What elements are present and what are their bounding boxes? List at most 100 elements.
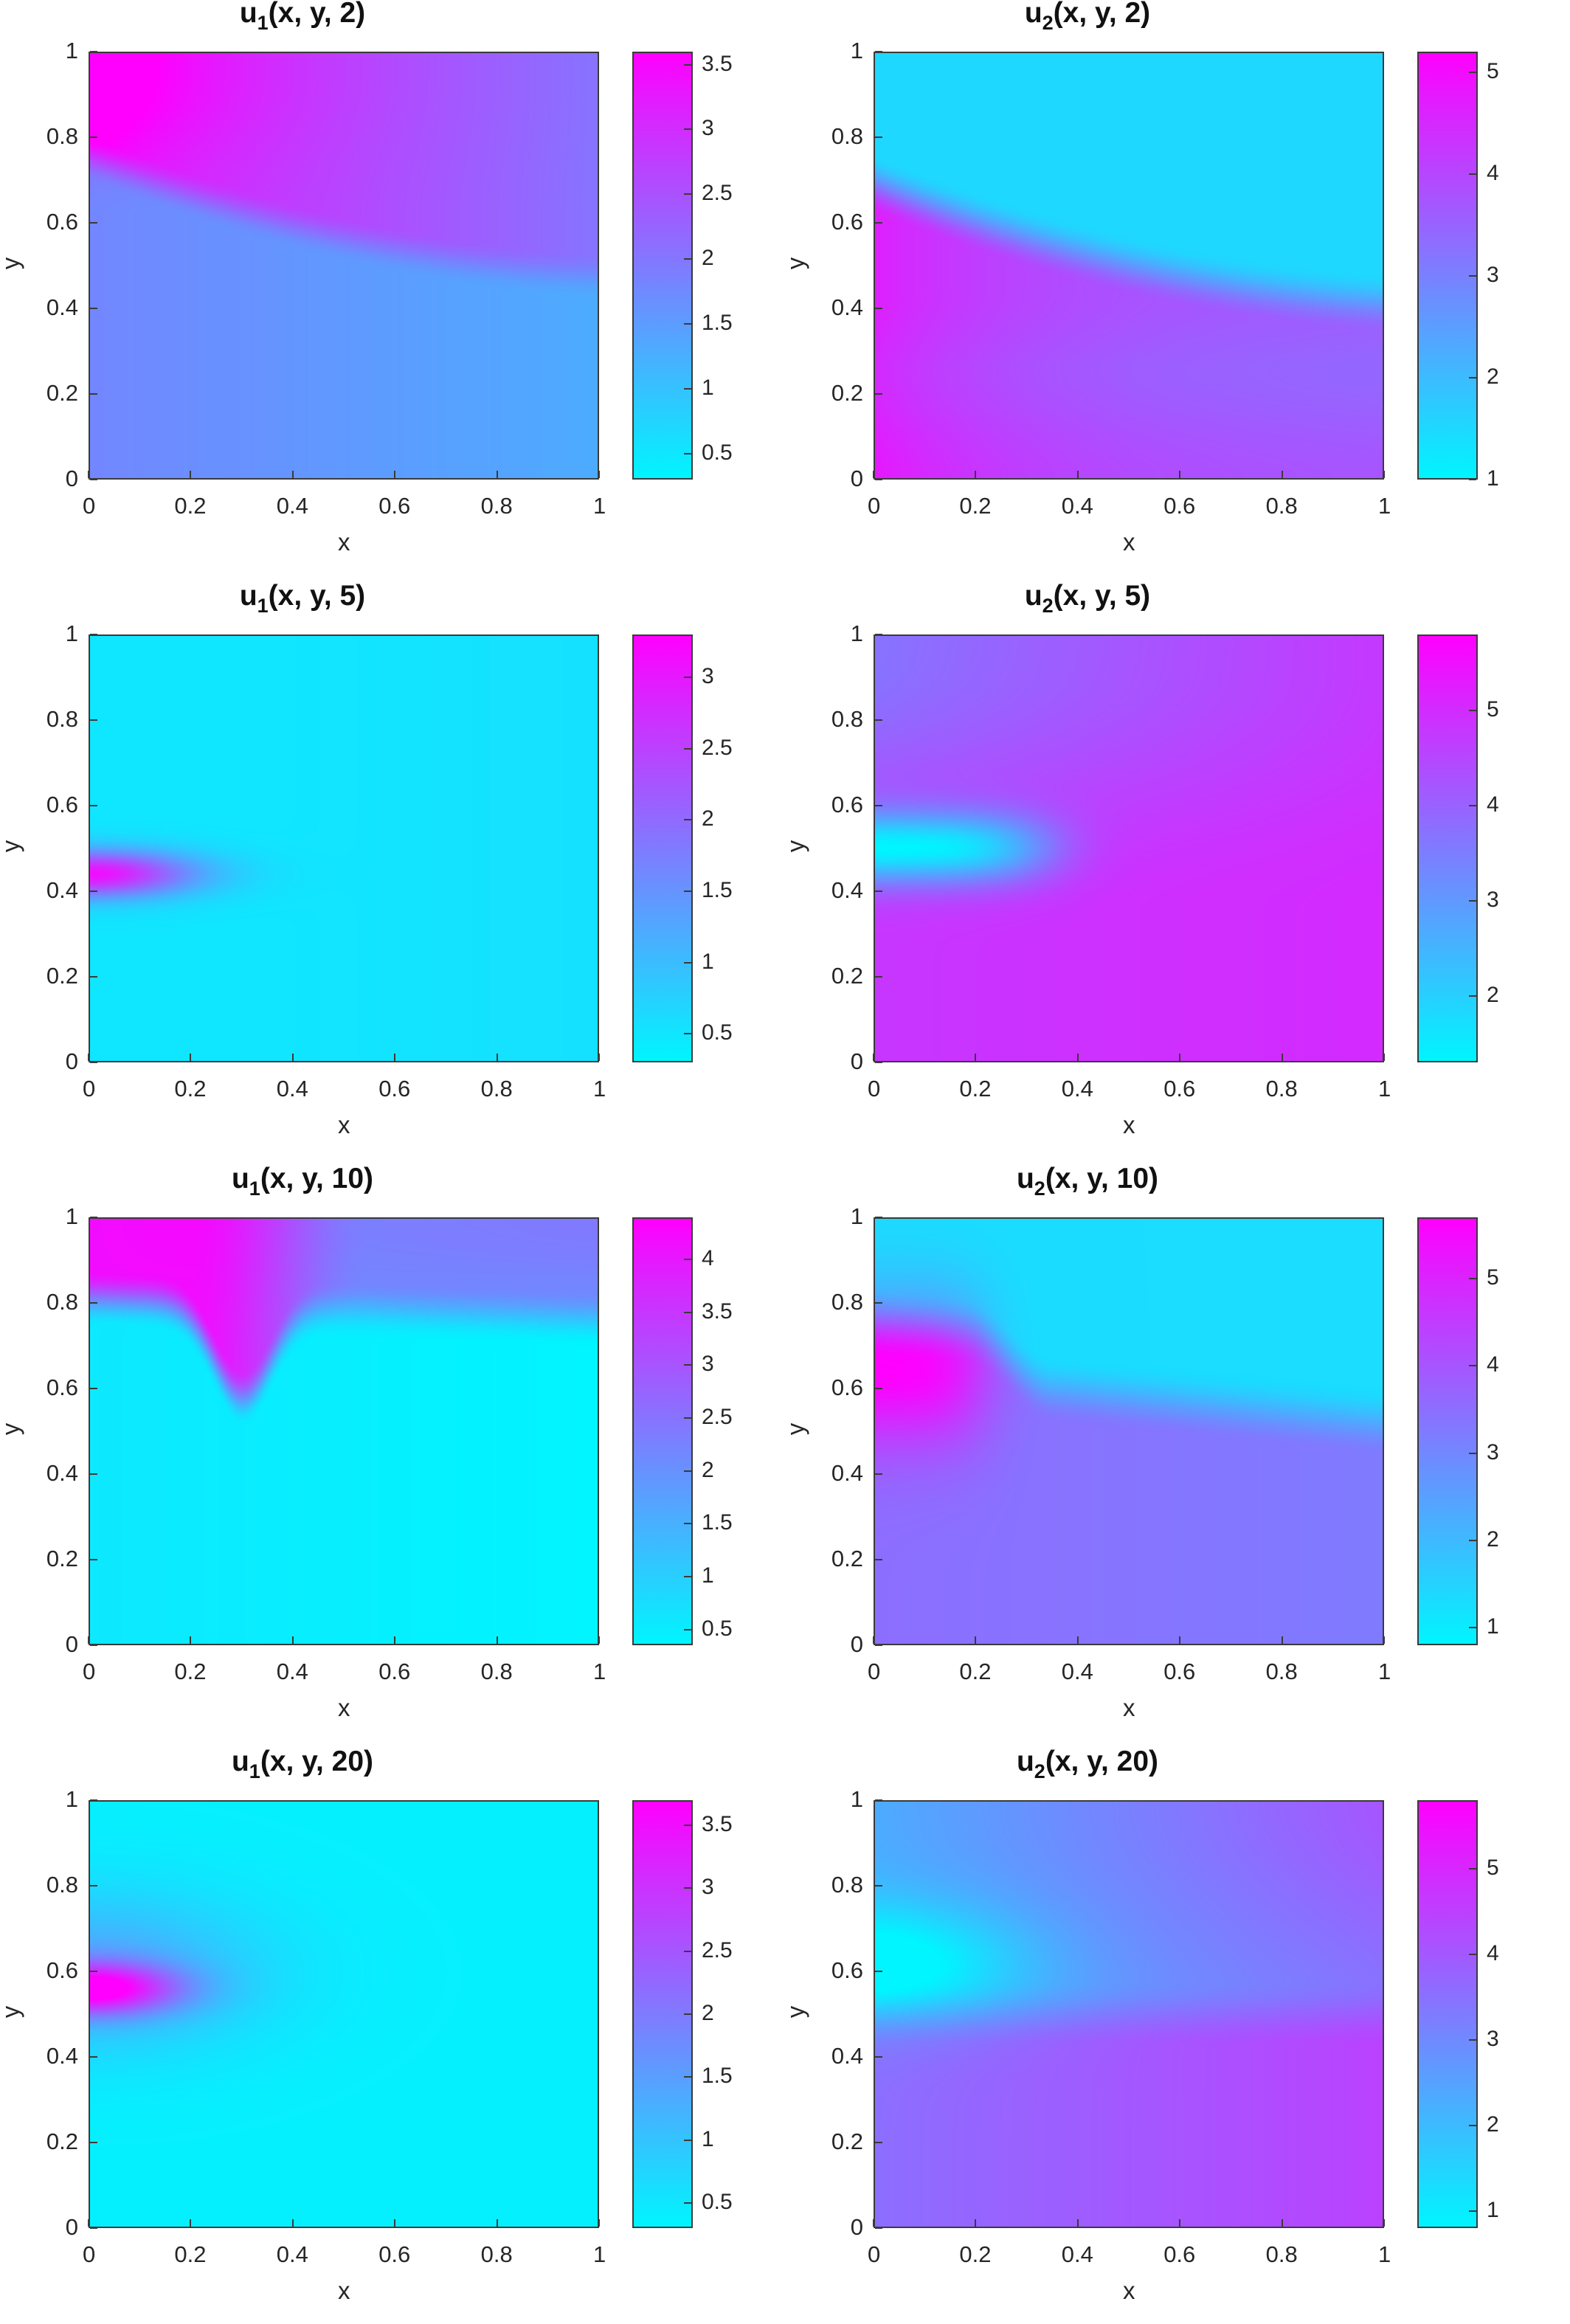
x-tick-mark <box>496 1636 498 1644</box>
y-tick-mark <box>90 222 97 224</box>
colorbar-tick-label: 1.5 <box>702 878 733 902</box>
x-tick-label: 0.2 <box>959 2241 992 2267</box>
x-tick-mark <box>975 1636 977 1644</box>
colorbar-tick-mark <box>684 890 691 892</box>
x-tick-mark <box>190 1636 192 1644</box>
panel-title: u2(x, y, 2) <box>785 0 1390 35</box>
x-tick-label: 0.8 <box>1265 493 1298 519</box>
x-tick-mark <box>190 2219 192 2227</box>
x-tick-mark <box>1383 1636 1385 1644</box>
x-tick-mark <box>873 471 874 478</box>
colorbar-tick-label: 3 <box>702 1352 714 1377</box>
x-tick-mark <box>1179 471 1181 478</box>
x-tick-label: 0.6 <box>378 1076 411 1102</box>
y-tick-mark <box>875 2142 882 2143</box>
x-tick-label: 0 <box>83 2241 96 2267</box>
x-tick-label: 0.8 <box>1265 2241 1298 2267</box>
x-axis-label: x <box>1123 1111 1135 1138</box>
colorbar-tick-label: 2.5 <box>702 181 733 206</box>
colorbar-tick-label: 5 <box>1487 697 1499 722</box>
colorbar-tick-label: 0.5 <box>702 1020 733 1045</box>
colorbar-tick-label: 4 <box>1487 1940 1499 1965</box>
x-tick-label: 0.2 <box>174 1659 207 1684</box>
y-tick-label: 0 <box>65 466 78 491</box>
y-tick-mark <box>875 1559 882 1560</box>
colorbar-tick-label: 1.5 <box>702 1510 733 1535</box>
x-tick-mark <box>291 471 294 478</box>
y-tick-label: 0.4 <box>46 2043 78 2069</box>
y-tick-mark <box>90 1645 97 1646</box>
colorbar <box>632 52 693 480</box>
x-tick-mark <box>394 471 396 478</box>
x-tick-label: 0.2 <box>174 493 207 519</box>
colorbar-tick-mark <box>684 1950 691 1952</box>
colorbar-tick-label: 2 <box>702 1457 714 1482</box>
y-tick-mark <box>90 308 97 309</box>
panel-title: u1(x, y, 5) <box>0 580 605 618</box>
x-tick-label: 0 <box>868 2241 881 2267</box>
y-axis-label: y <box>781 257 809 270</box>
heatmap-panel: u1(x, y, 2) 0 0.2 0.4 0.6 0.8 1 0 0.2 0.4 0.6 0.8 1 x… <box>0 0 785 575</box>
x-tick-mark <box>1076 1054 1079 1061</box>
y-tick-label: 0.2 <box>831 2128 863 2154</box>
y-axis-label: y <box>0 1423 24 1436</box>
x-tick-mark <box>394 2219 396 2227</box>
y-axis-label: y <box>0 2006 24 2019</box>
x-tick-mark <box>88 1054 89 1061</box>
colorbar-tick-label: 2 <box>1487 364 1499 389</box>
y-axis-label: y <box>781 2005 809 2019</box>
x-tick-mark <box>873 1054 874 1061</box>
title-arguments: (x, y, 20) <box>260 1746 374 1777</box>
colorbar-tick-label: 3 <box>1487 262 1499 287</box>
x-tick-label: 0.2 <box>174 1076 207 1102</box>
x-tick-label: 0.6 <box>1163 493 1196 519</box>
colorbar-tick-label: 2 <box>702 246 714 271</box>
colorbar-tick-label: 2 <box>1487 2112 1499 2137</box>
colorbar-tick-label: 1 <box>1487 2197 1499 2222</box>
colorbar-tick-mark <box>684 819 691 821</box>
x-tick-label: 0 <box>868 1076 881 1102</box>
x-tick-mark <box>88 2219 89 2227</box>
y-tick-label: 0.4 <box>46 294 78 320</box>
colorbar-tick-label: 5 <box>1487 58 1499 83</box>
y-tick-label: 0.8 <box>46 123 78 149</box>
y-tick-mark <box>90 1971 97 1972</box>
y-tick-label: 0 <box>850 2214 863 2240</box>
x-tick-mark <box>291 2219 294 2227</box>
title-variable: u <box>1024 0 1042 29</box>
title-subscript: 2 <box>1042 12 1054 34</box>
x-axis-label: x <box>1123 2277 1135 2304</box>
y-axis-label: y <box>781 840 809 853</box>
heatmap-panel: u2(x, y, 5) 0 0.2 0.4 0.6 0.8 1 0 0.2 0.4 0.6 0.8 1 x… <box>781 575 1570 1158</box>
y-tick-label: 0.4 <box>831 294 863 320</box>
colorbar-tick-label: 3.5 <box>702 1812 733 1837</box>
x-tick-mark <box>1076 1636 1079 1644</box>
colorbar-tick-label: 0.5 <box>702 440 733 465</box>
colorbar-tick-mark <box>684 1259 691 1261</box>
y-tick-label: 0.2 <box>831 963 863 989</box>
colorbar-tick-label: 3 <box>1487 887 1499 912</box>
y-tick-label: 1 <box>65 38 78 63</box>
x-tick-mark <box>496 471 498 478</box>
colorbar-tick-label: 3.5 <box>702 1298 733 1324</box>
colorbar-tick-mark <box>1469 2124 1476 2126</box>
panel-title: u2(x, y, 5) <box>785 580 1390 618</box>
y-tick-mark <box>90 1559 97 1560</box>
x-tick-mark <box>1281 2219 1283 2227</box>
y-tick-mark <box>875 2227 882 2229</box>
heatmap-image <box>875 636 1383 1061</box>
x-tick-label: 0.2 <box>959 1659 992 1684</box>
x-tick-mark <box>1076 2219 1079 2227</box>
x-tick-mark <box>598 471 600 478</box>
y-tick-mark <box>90 479 97 480</box>
y-tick-label: 0.2 <box>46 380 78 406</box>
x-tick-mark <box>291 1054 294 1061</box>
title-subscript: 1 <box>257 595 269 617</box>
colorbar-tick-label: 4 <box>702 1246 714 1271</box>
y-tick-label: 0.8 <box>831 706 863 732</box>
colorbar-tick-label: 1.5 <box>702 2064 733 2089</box>
y-tick-mark <box>875 805 882 806</box>
x-tick-label: 0.6 <box>378 493 411 519</box>
colorbar-tick-label: 0.5 <box>702 1616 733 1641</box>
title-variable: u <box>239 580 257 612</box>
